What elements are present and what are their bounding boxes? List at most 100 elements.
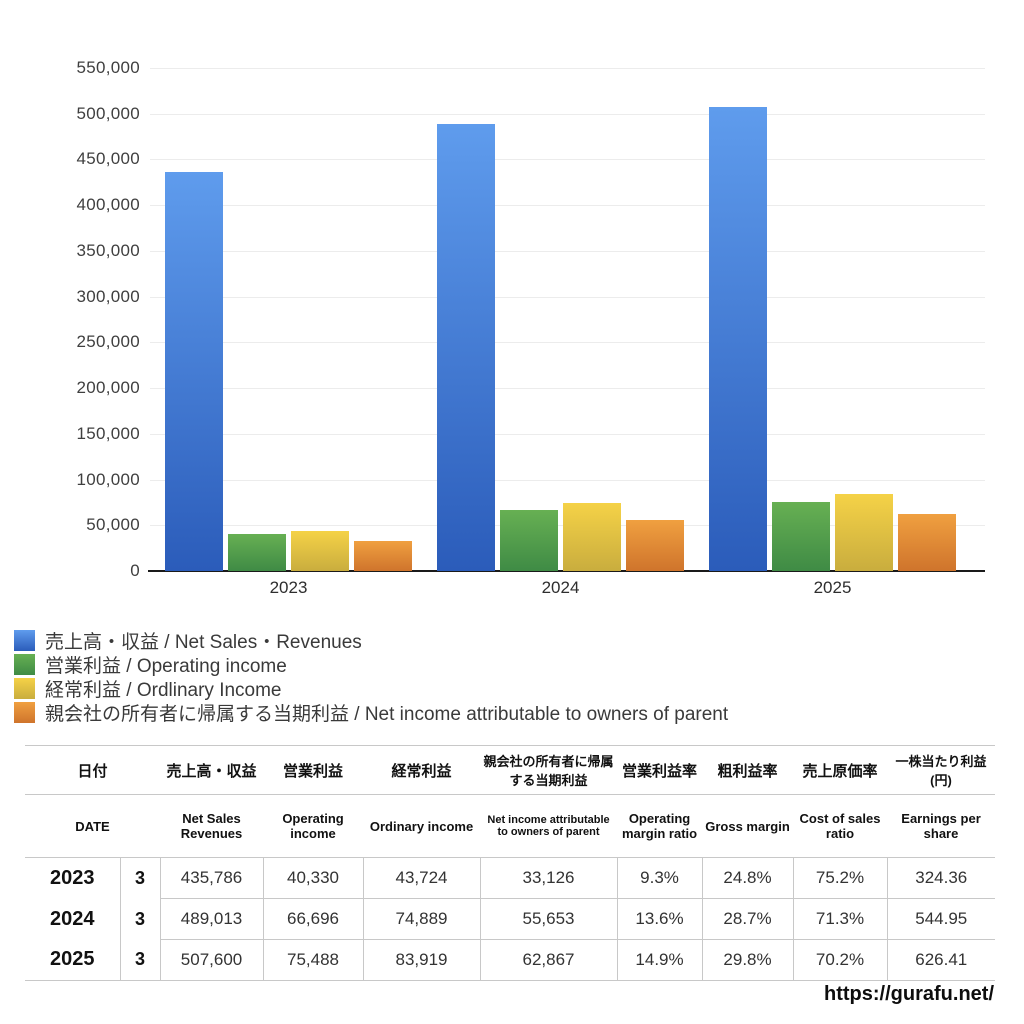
cell-net-income-parent: 55,653 [479,898,618,940]
gridline [150,433,985,435]
legend-item-net-income-parent: 親会社の所有者に帰属する当期利益 / Net income attributab… [14,700,1014,725]
y-axis-tick-label: 550,000 [76,58,140,77]
cell-net-sales: 489,013 [159,898,264,940]
cell-eps: 544.95 [886,898,996,940]
cell-gross-margin: 24.8% [701,857,794,899]
bar-series0-2024 [437,123,495,571]
header-net-income-parent-en: Net income attributable to owners of par… [480,794,618,858]
header-net-sales-en: Net Sales Revenues [160,794,264,858]
bar-series0-2023 [165,172,223,571]
financial-data-table: 日付 売上高・収益 営業利益 経常利益 親会社の所有者に帰属する当期利益 営業利… [25,745,996,981]
bar-series3-2024 [626,520,684,571]
x-axis-line [148,570,985,572]
table-row-2025: 2025 3 507,600 75,488 83,919 62,867 14.9… [25,939,996,981]
grouped-bar-chart: 550,000 500,000 450,000 400,000 350,000 300,0… [76,58,985,597]
x-axis-tick-label: 2024 [541,578,580,597]
legend-label: 経常利益 / Ordlinary Income [45,679,282,701]
y-axis-tick-label: 500,000 [76,103,140,123]
bar-series3-2023 [354,540,412,571]
table-header-row-jp: 日付 売上高・収益 営業利益 経常利益 親会社の所有者に帰属する当期利益 営業利… [25,745,996,795]
cell-year: 2023 [50,866,95,889]
header-cost-ratio-en: Cost of sales ratio [793,794,888,858]
x-axis-tick-label: 2023 [269,578,308,597]
bar-series0-2025 [709,106,767,571]
cell-cost-ratio: 71.3% [792,898,888,940]
header-ordinary-income-jp: 経常利益 [363,745,481,795]
header-gross-margin-en: Gross margin [702,794,794,858]
cell-ordinary-income: 74,889 [362,898,481,940]
cell-net-sales: 507,600 [159,939,264,981]
table-header-row-en: DATE Net Sales Revenues Operating income… [25,794,996,858]
cell-month: 3 [119,857,161,899]
bar-series1-2025 [772,501,830,571]
y-axis-tick-label: 300,000 [76,286,140,306]
bar-series1-2024 [500,510,558,571]
header-date-en: DATE [25,794,161,858]
legend-label: 親会社の所有者に帰属する当期利益 / Net income attributab… [45,703,729,725]
legend-label: 営業利益 / Operating income [45,655,287,677]
legend-swatch-blue [14,629,35,651]
cell-eps: 324.36 [886,857,996,899]
y-axis-tick-label: 350,000 [76,240,140,260]
cell-year: 2025 [50,948,95,971]
gridline [150,159,985,161]
chart-legend: 売上高・収益 / Net Sales・Revenues 営業利益 / Opera… [14,628,1014,725]
y-axis-tick-label: 250,000 [76,332,140,352]
gridline [150,250,985,252]
cell-net-sales: 435,786 [159,857,264,899]
header-operating-margin-en: Operating margin ratio [617,794,703,858]
y-axis-tick-label: 400,000 [76,195,140,215]
cell-year: 2024 [50,907,95,930]
table-row-2023: 2023 3 435,786 40,330 43,724 33,126 9.3%… [25,857,996,899]
legend-item-net-sales: 売上高・収益 / Net Sales・Revenues [14,628,1014,653]
header-eps-en: Earnings per share [887,794,996,858]
bar-series2-2023 [291,531,349,571]
gridline [150,342,985,344]
y-axis-tick-label: 150,000 [76,423,140,443]
legend-swatch-green [14,653,35,675]
gridline [150,388,985,390]
bar-series3-2025 [898,513,956,571]
cell-ordinary-income: 43,724 [362,857,481,899]
cell-eps: 626.41 [886,939,996,981]
cell-month: 3 [119,898,161,940]
header-ordinary-income-en: Ordinary income [363,794,481,858]
y-axis-tick-label: 0 [130,561,140,580]
cell-net-income-parent: 33,126 [479,857,618,899]
header-gross-margin-jp: 粗利益率 [702,745,794,795]
cell-operating-margin: 14.9% [616,939,703,981]
gridline [150,296,985,298]
cell-ordinary-income: 83,919 [362,939,481,981]
cell-month: 3 [119,939,161,981]
cell-gross-margin: 28.7% [701,898,794,940]
cell-gross-margin: 29.8% [701,939,794,981]
cell-cost-ratio: 75.2% [792,857,888,899]
header-operating-margin-jp: 営業利益率 [617,745,703,795]
gridline [150,479,985,481]
y-axis-tick-label: 100,000 [76,469,140,489]
header-eps-jp: 一株当たり利益(円) [887,745,996,795]
y-axis-tick-label: 450,000 [76,149,140,169]
cell-net-income-parent: 62,867 [479,939,618,981]
cell-operating-income: 75,488 [262,939,364,981]
x-axis-tick-label: 2025 [813,578,852,597]
y-axis-tick-label: 200,000 [76,378,140,398]
cell-operating-income: 40,330 [262,857,364,899]
gridline [150,68,985,69]
cell-operating-margin: 9.3% [616,857,703,899]
header-net-sales-jp: 売上高・収益 [160,745,264,795]
header-date-jp: 日付 [25,745,161,795]
header-cost-ratio-jp: 売上原価率 [793,745,888,795]
bar-series2-2024 [563,502,621,571]
cell-cost-ratio: 70.2% [792,939,888,981]
header-net-income-parent-jp: 親会社の所有者に帰属する当期利益 [480,745,618,795]
y-axis-tick-label: 50,000 [86,515,140,535]
header-operating-income-jp: 営業利益 [263,745,364,795]
gridline [150,113,985,115]
bar-series2-2025 [835,494,893,571]
legend-swatch-orange [14,701,35,723]
legend-item-ordinary-income: 経常利益 / Ordlinary Income [14,676,1014,701]
footer-url: https://gurafu.net/ [824,983,994,1005]
cell-operating-margin: 13.6% [616,898,703,940]
